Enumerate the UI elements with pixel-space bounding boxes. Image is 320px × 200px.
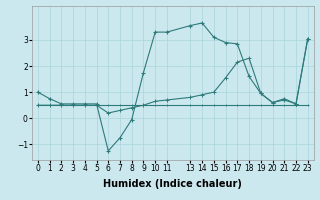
X-axis label: Humidex (Indice chaleur): Humidex (Indice chaleur) <box>103 179 242 189</box>
